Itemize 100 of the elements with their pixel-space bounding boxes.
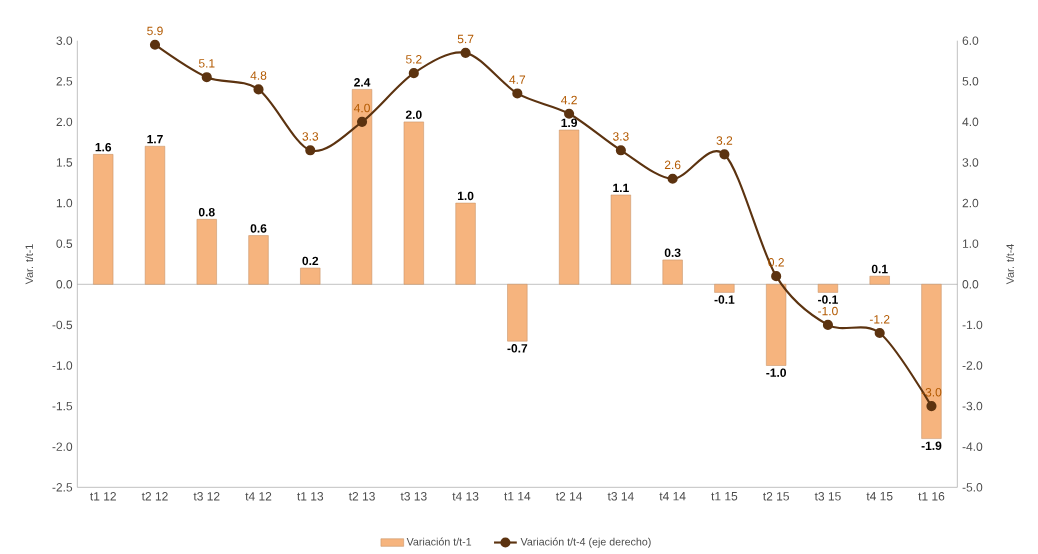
data-label: 0.2 xyxy=(302,256,319,266)
y-tick-label: -2.5 xyxy=(52,483,73,492)
x-tick-label: t3 13 xyxy=(400,492,427,501)
x-tick-label: t4 15 xyxy=(866,492,893,501)
point xyxy=(460,47,471,58)
data-label: -1.9 xyxy=(921,441,942,451)
point xyxy=(874,327,885,339)
y-tick-label: 1.5 xyxy=(56,158,73,167)
data-label: 0.6 xyxy=(250,224,267,233)
bar xyxy=(817,284,839,293)
data-label: 5.9 xyxy=(147,26,163,36)
bar xyxy=(507,284,528,342)
point xyxy=(926,401,937,412)
y2-tick-label: -2.0 xyxy=(962,361,983,370)
data-label: 0.3 xyxy=(664,248,681,257)
bar xyxy=(662,259,683,285)
y2-axis-title: Var. t/t-4 xyxy=(1006,244,1014,285)
y2-tick-label: 0.0 xyxy=(962,280,979,289)
x-tick-label: t1 14 xyxy=(504,492,531,501)
bar xyxy=(248,235,269,285)
legend-label: Variación t/t-4 (eje derecho) xyxy=(520,537,651,548)
x-tick-label: t3 12 xyxy=(193,492,220,501)
x-tick-label: t4 12 xyxy=(245,492,272,501)
point xyxy=(615,145,626,156)
x-tick-label: t1 15 xyxy=(711,492,738,501)
bar xyxy=(610,194,631,285)
data-label: 2.4 xyxy=(354,78,371,87)
data-label: 1.9 xyxy=(561,118,577,128)
x-tick-label: t2 14 xyxy=(555,492,583,501)
bar xyxy=(403,121,424,285)
data-label: 1.1 xyxy=(613,183,629,193)
point xyxy=(253,84,264,95)
data-label: 4.0 xyxy=(353,103,370,113)
x-tick-label: t3 14 xyxy=(607,492,634,501)
point xyxy=(356,116,368,127)
data-label: 1.7 xyxy=(147,135,163,144)
bar xyxy=(300,267,321,285)
bar xyxy=(351,89,373,285)
bar xyxy=(144,145,166,285)
data-label: -0.1 xyxy=(818,295,838,304)
y2-tick-label: 5.0 xyxy=(962,77,979,86)
data-label: 0.8 xyxy=(198,207,215,217)
y2-tick-label: 1.0 xyxy=(962,239,979,248)
data-label: -1.0 xyxy=(818,306,838,316)
bar xyxy=(766,284,787,366)
y2-tick-label: 2.0 xyxy=(962,198,979,208)
point xyxy=(822,319,833,330)
data-label: -1.2 xyxy=(869,315,890,324)
data-label: -0.1 xyxy=(714,295,735,304)
data-label: 3.3 xyxy=(302,132,319,141)
data-label: 3.2 xyxy=(716,136,733,145)
y-tick-label: 3.0 xyxy=(56,36,73,45)
y2-tick-label: -3.0 xyxy=(962,401,983,411)
bar xyxy=(455,202,476,285)
y-tick-label: -2.0 xyxy=(52,442,73,451)
data-label: 3.3 xyxy=(612,132,629,141)
data-label: -0.7 xyxy=(507,344,528,353)
data-label: 2.6 xyxy=(664,160,681,170)
x-tick-label: t4 14 xyxy=(659,492,686,501)
data-label: 1.0 xyxy=(457,191,474,201)
data-label: 5.2 xyxy=(405,55,422,64)
y-axis-title: Var. t/t-1 xyxy=(25,244,34,285)
y-tick-label: 2.5 xyxy=(56,77,73,86)
x-tick-label: t3 15 xyxy=(814,492,841,501)
data-label: 5.1 xyxy=(198,59,215,68)
y2-tick-label: -4.0 xyxy=(962,442,983,451)
point xyxy=(667,173,678,184)
x-tick-label: t2 12 xyxy=(141,492,168,501)
data-label: 0.1 xyxy=(871,264,888,274)
y-tick-label: -1.0 xyxy=(52,361,73,370)
y2-tick-label: 6.0 xyxy=(962,36,979,45)
bar xyxy=(869,275,890,285)
data-label: 4.7 xyxy=(509,75,526,84)
bar xyxy=(714,284,735,293)
point xyxy=(512,88,523,99)
y-tick-label: 0.0 xyxy=(56,280,73,289)
y-tick-label: 1.0 xyxy=(56,198,73,208)
x-tick-label: t4 13 xyxy=(452,492,479,501)
point xyxy=(201,72,212,83)
y2-tick-label: -1.0 xyxy=(962,320,983,330)
x-tick-label: t2 13 xyxy=(348,492,375,501)
y-tick-label: 2.0 xyxy=(56,117,73,127)
bar xyxy=(93,154,114,285)
point xyxy=(564,108,575,119)
x-tick-label: t2 15 xyxy=(763,492,789,501)
y2-tick-label: -5.0 xyxy=(962,483,983,492)
data-label: -1.0 xyxy=(766,368,787,377)
data-label: 1.6 xyxy=(95,142,112,152)
y2-tick-label: 4.0 xyxy=(962,117,979,127)
data-label: 4.2 xyxy=(561,95,577,105)
data-label: 2.0 xyxy=(405,110,422,119)
y-tick-label: 0.5 xyxy=(56,239,73,248)
data-label: 5.7 xyxy=(457,34,474,44)
bar xyxy=(196,219,217,285)
point xyxy=(408,68,419,79)
legend-label: Variación t/t-1 xyxy=(406,537,472,546)
y-tick-label: -1.5 xyxy=(52,401,73,411)
point xyxy=(149,39,161,50)
x-tick-label: t1 13 xyxy=(297,492,324,501)
x-tick-label: t1 16 xyxy=(918,492,945,501)
